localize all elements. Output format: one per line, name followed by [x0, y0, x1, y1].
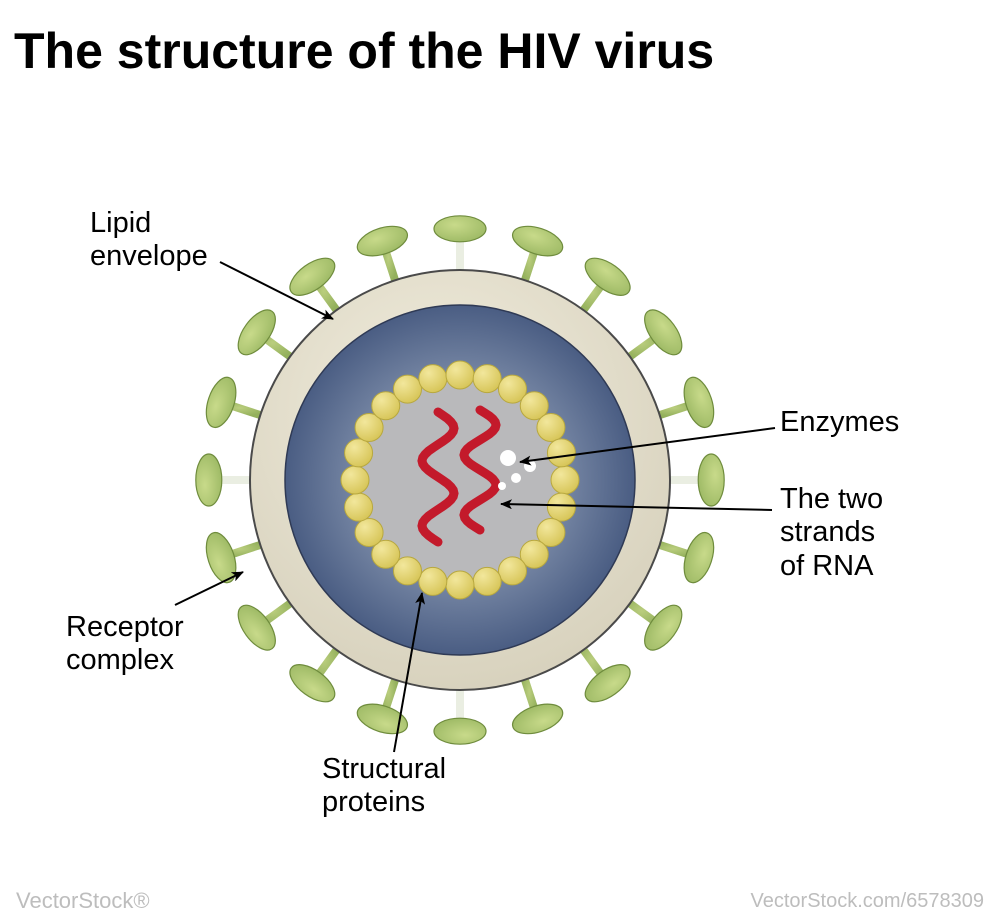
- arrow-receptor-complex: [175, 572, 243, 605]
- receptor-icon: [679, 374, 720, 431]
- enzyme-dot-icon: [500, 450, 516, 466]
- receptor-icon: [637, 599, 689, 656]
- protein-dot-icon: [446, 361, 474, 389]
- watermark-brand: VectorStock®: [16, 888, 150, 914]
- receptor-icon: [196, 454, 222, 506]
- receptor-icon: [698, 454, 724, 506]
- protein-dot-icon: [341, 466, 369, 494]
- protein-dot-icon: [547, 493, 575, 521]
- receptor-icon: [579, 657, 636, 709]
- label-structural-proteins: Structural proteins: [322, 753, 446, 820]
- receptor-icon: [231, 599, 283, 656]
- label-enzymes: Enzymes: [780, 406, 899, 439]
- label-receptor-complex: Receptor complex: [66, 611, 184, 678]
- protein-dot-icon: [551, 466, 579, 494]
- receptor-icon: [231, 304, 283, 361]
- receptor-icon: [637, 304, 689, 361]
- receptor-icon: [201, 529, 242, 586]
- receptor-icon: [679, 529, 720, 586]
- protein-dot-icon: [473, 365, 501, 393]
- receptor-icon: [354, 221, 411, 262]
- protein-dot-icon: [355, 519, 383, 547]
- virus-diagram: [0, 0, 1000, 924]
- protein-dot-icon: [419, 365, 447, 393]
- protein-dot-icon: [547, 439, 575, 467]
- enzyme-dot-icon: [498, 482, 506, 490]
- receptor-icon: [509, 221, 566, 262]
- receptor-icon: [284, 657, 341, 709]
- receptor-icon: [434, 718, 486, 744]
- protein-dot-icon: [473, 567, 501, 595]
- protein-dot-icon: [499, 557, 527, 585]
- label-rna-strands: The two strands of RNA: [780, 483, 883, 583]
- diagram-page: The structure of the HIV virus: [0, 0, 1000, 924]
- protein-dot-icon: [419, 567, 447, 595]
- protein-dot-icon: [446, 571, 474, 599]
- receptor-icon: [509, 699, 566, 740]
- enzyme-dot-icon: [511, 473, 521, 483]
- receptor-icon: [284, 251, 341, 303]
- protein-dot-icon: [345, 493, 373, 521]
- label-lipid-envelope: Lipid envelope: [90, 207, 208, 274]
- protein-dot-icon: [537, 414, 565, 442]
- protein-dot-icon: [394, 375, 422, 403]
- watermark-id: VectorStock.com/6578309: [751, 890, 984, 913]
- receptor-icon: [201, 374, 242, 431]
- receptor-icon: [579, 251, 636, 303]
- protein-dot-icon: [345, 439, 373, 467]
- receptor-icon: [434, 216, 486, 242]
